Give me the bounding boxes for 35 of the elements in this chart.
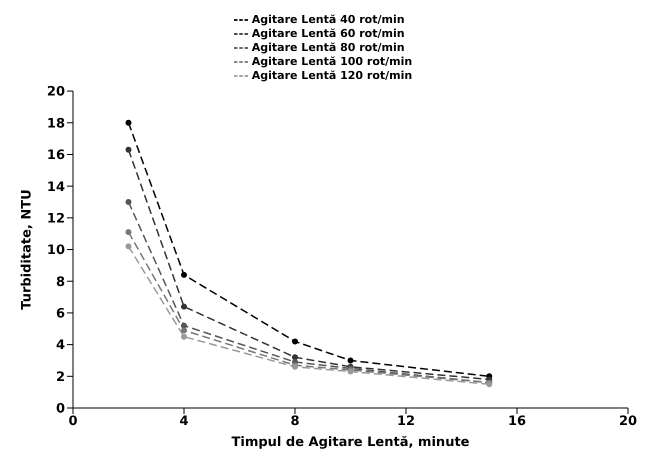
y-tick-label: 6 xyxy=(56,306,65,322)
point xyxy=(126,243,132,250)
x-tick-label: 20 xyxy=(618,414,638,430)
legend-label: Agitare Lentă 40 rot/min xyxy=(252,13,405,26)
point xyxy=(126,199,132,205)
x-tick-label: 12 xyxy=(396,414,416,430)
x-tick-label: 8 xyxy=(290,414,300,430)
x-tick-label: 4 xyxy=(179,414,189,430)
point xyxy=(348,357,354,364)
legend-label: Agitare Lentă 120 rot/min xyxy=(252,69,412,82)
point xyxy=(181,272,187,278)
point xyxy=(292,338,298,344)
x-axis-title: Timpul de Agitare Lentă, minute xyxy=(232,435,470,450)
point xyxy=(181,327,187,334)
point xyxy=(126,120,132,126)
y-tick-label: 2 xyxy=(56,370,65,385)
legend-label: Agitare Lentă 100 rot/min xyxy=(252,55,412,68)
point xyxy=(126,146,132,153)
y-tick-label: 20 xyxy=(46,84,65,100)
legend-label: Agitare Lentă 60 rot/min xyxy=(252,27,405,40)
y-tick-label: 10 xyxy=(46,243,65,258)
y-tick-label: 16 xyxy=(46,148,65,164)
y-tick-label: 8 xyxy=(56,274,65,290)
y-tick-label: 14 xyxy=(46,180,65,195)
y-tick-label: 18 xyxy=(46,116,65,132)
point xyxy=(181,334,187,340)
x-tick-label: 16 xyxy=(508,414,526,430)
point xyxy=(181,304,187,310)
x-tick-label: 0 xyxy=(68,414,78,430)
y-axis-title: Turbiditate, NTU xyxy=(20,189,35,310)
legend-label: Agitare Lentă 80 rot/min xyxy=(252,41,405,54)
y-tick-label: 12 xyxy=(46,211,65,226)
y-tick-label: 4 xyxy=(56,338,65,354)
y-tick-label: 0 xyxy=(56,402,65,417)
point xyxy=(126,229,132,236)
